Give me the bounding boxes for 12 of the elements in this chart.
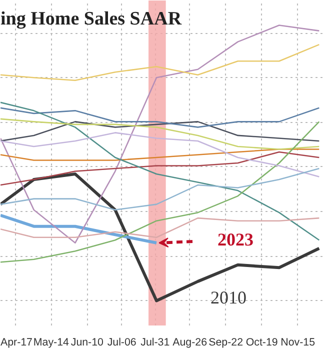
x-tick-label: Oct-19: [246, 336, 278, 348]
x-tick-label: Aug-26: [172, 336, 208, 348]
annotation: 2010: [210, 288, 246, 308]
annotation: 2023: [218, 230, 254, 250]
x-tick-label: Apr-17: [0, 336, 33, 348]
x-tick-label: Jun-10: [70, 336, 104, 348]
x-tick-label: May-14: [33, 336, 70, 348]
chart-title: ing Home Sales SAAR: [0, 8, 182, 30]
x-tick-label: Jul-31: [140, 336, 170, 348]
x-tick-label: Nov-15: [280, 336, 316, 348]
x-tick-label: Jul-06: [107, 336, 136, 348]
x-tick-label: Sep-22: [208, 336, 244, 348]
